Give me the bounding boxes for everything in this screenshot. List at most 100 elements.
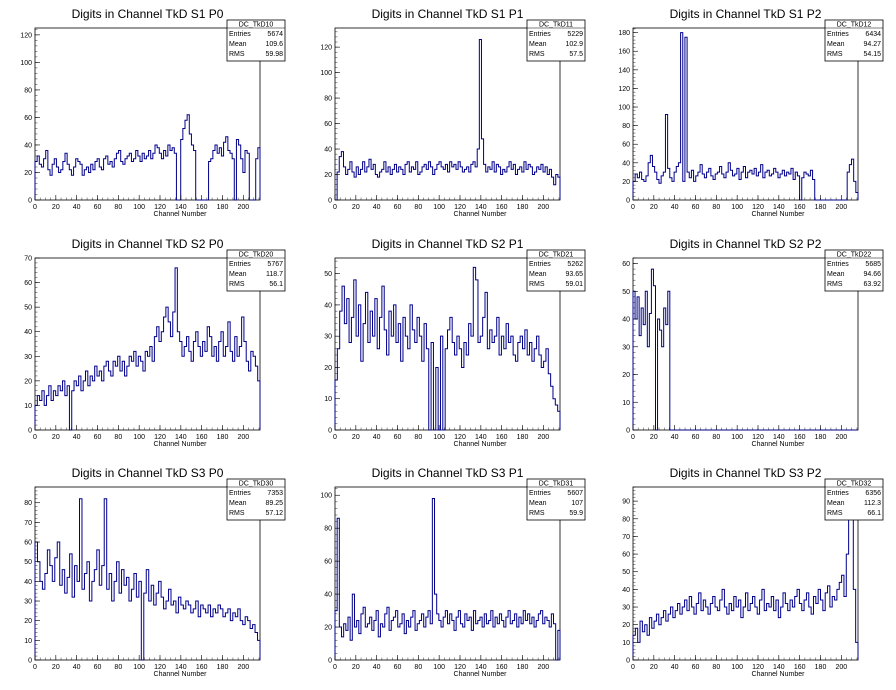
- plot-frame: [632, 257, 859, 431]
- y-tick-label: 70: [622, 534, 630, 541]
- x-tick-label: 200: [835, 204, 847, 211]
- x-tick-label: 80: [414, 434, 422, 441]
- y-tick-label: 0: [626, 658, 630, 665]
- stats-name: DC_TkD32: [837, 481, 872, 488]
- histogram-line: [34, 114, 261, 201]
- chart-title: Digits in Channel TkD S2 P2: [670, 237, 822, 251]
- stats-box: [226, 478, 286, 521]
- stats-label: Entries: [529, 490, 551, 497]
- stats-label: RMS: [529, 510, 545, 517]
- x-tick-label: 140: [475, 434, 487, 441]
- stats-box: [824, 19, 884, 62]
- chart-panel-8: Digits in Channel TkD S3 P1 0 20 40 60 80 100 0…: [320, 466, 586, 678]
- x-tick-label: 0: [631, 204, 635, 211]
- x-tick-label: 160: [496, 434, 508, 441]
- histogram-line: [335, 38, 561, 201]
- x-tick-label: 20: [650, 664, 658, 671]
- x-axis-label: Channel Number: [154, 671, 208, 678]
- x-tick-label: 0: [333, 434, 337, 441]
- x-tick-label: 100: [133, 204, 145, 211]
- chart-panel-7: Digits in Channel TkD S3 P0 0 10 20 30 40 50 60…: [24, 466, 286, 678]
- x-tick-label: 40: [73, 204, 81, 211]
- chart-title: Digits in Channel TkD S3 P2: [670, 466, 822, 480]
- stats-label: Entries: [827, 490, 849, 497]
- stats-name: DC_TkD10: [239, 22, 274, 29]
- y-tick-label: 30: [622, 344, 630, 351]
- stats-box: [526, 478, 586, 521]
- y-tick-label: 20: [622, 179, 630, 186]
- stats-value: 57.12: [265, 510, 283, 517]
- x-tick-label: 20: [52, 204, 60, 211]
- x-tick-label: 60: [692, 664, 700, 671]
- stats-value: 5262: [567, 261, 583, 268]
- stats-name: DC_TkD30: [239, 481, 274, 488]
- stats-value: 63.92: [863, 281, 881, 288]
- stats-value: 66.1: [867, 510, 881, 517]
- stats-value: 57.5: [569, 51, 583, 58]
- x-tick-label: 160: [794, 204, 806, 211]
- stats-value: 89.25: [265, 500, 283, 507]
- y-tick-label: 60: [622, 261, 630, 268]
- x-tick-label: 120: [752, 204, 764, 211]
- stats-name: DC_TkD20: [239, 252, 274, 259]
- plot-frame: [632, 486, 859, 661]
- x-tick-label: 200: [537, 204, 549, 211]
- x-tick-label: 60: [394, 204, 402, 211]
- x-tick-label: 60: [692, 434, 700, 441]
- plot-frame: [34, 257, 261, 431]
- x-tick-label: 0: [333, 204, 337, 211]
- stats-label: Mean: [229, 500, 247, 507]
- x-tick-label: 60: [94, 204, 102, 211]
- stats-label: Entries: [529, 261, 551, 268]
- y-tick-label: 20: [324, 625, 332, 632]
- y-tick-label: 80: [324, 96, 332, 103]
- x-tick-label: 80: [414, 664, 422, 671]
- stats-label: Mean: [229, 271, 247, 278]
- stats-label: RMS: [529, 281, 545, 288]
- y-tick-label: 40: [622, 317, 630, 324]
- histogram-line: [632, 490, 859, 660]
- x-tick-label: 0: [33, 434, 37, 441]
- y-tick-label: 100: [20, 60, 32, 67]
- x-tick-label: 200: [835, 434, 847, 441]
- y-tick-label: 120: [20, 32, 32, 39]
- x-tick-label: 40: [73, 434, 81, 441]
- stats-label: Mean: [529, 41, 547, 48]
- stats-box: [824, 478, 884, 521]
- x-tick-label: 80: [114, 434, 122, 441]
- y-tick-label: 40: [324, 302, 332, 309]
- y-tick-label: 40: [622, 160, 630, 167]
- stats-box: [526, 249, 586, 292]
- stats-value: 118.7: [266, 271, 283, 278]
- stats-value: 107: [571, 500, 583, 507]
- chart-panel-1: Digits in Channel TkD S1 P0 0 20 40 60 80 100 1…: [20, 7, 286, 218]
- y-tick-label: 60: [24, 280, 32, 287]
- stats-name: DC_TkD12: [837, 22, 872, 29]
- x-tick-label: 140: [175, 664, 187, 671]
- x-tick-label: 60: [394, 664, 402, 671]
- y-tick-label: 40: [24, 579, 32, 586]
- stats-label: RMS: [827, 510, 843, 517]
- x-tick-label: 40: [373, 664, 381, 671]
- stats-label: Entries: [229, 261, 251, 268]
- x-tick-label: 40: [73, 664, 81, 671]
- plot-frame: [34, 486, 261, 661]
- y-tick-label: 10: [622, 640, 630, 647]
- x-tick-label: 60: [94, 434, 102, 441]
- x-tick-label: 60: [94, 664, 102, 671]
- x-tick-label: 100: [433, 664, 445, 671]
- y-tick-label: 80: [622, 516, 630, 523]
- chart-title: Digits in Channel TkD S1 P2: [670, 7, 822, 21]
- y-tick-label: 180: [618, 30, 630, 37]
- x-tick-label: 140: [773, 204, 785, 211]
- chart-title: Digits in Channel TkD S1 P1: [372, 7, 524, 21]
- x-tick-label: 140: [773, 434, 785, 441]
- y-tick-label: 160: [618, 49, 630, 56]
- y-tick-label: 40: [622, 587, 630, 594]
- y-tick-label: 20: [24, 170, 32, 177]
- plot-frame: [334, 27, 561, 201]
- x-tick-label: 120: [454, 664, 466, 671]
- x-tick-label: 100: [731, 204, 743, 211]
- y-tick-label: 0: [28, 198, 32, 205]
- x-tick-label: 0: [631, 664, 635, 671]
